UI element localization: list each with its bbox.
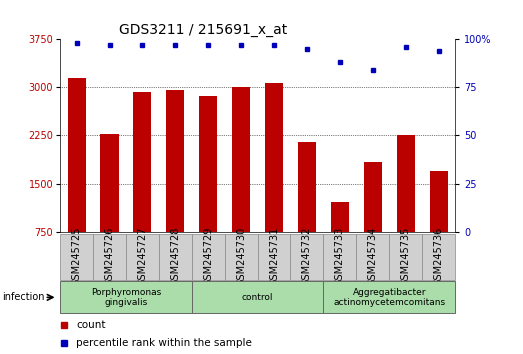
Bar <box>323 281 455 313</box>
Text: count: count <box>76 320 106 330</box>
Text: GSM245733: GSM245733 <box>335 227 345 286</box>
Bar <box>67 78 86 232</box>
Text: GSM245728: GSM245728 <box>170 227 180 286</box>
Text: Aggregatibacter
actinomycetemcomitans: Aggregatibacter actinomycetemcomitans <box>333 288 445 307</box>
Bar <box>232 86 250 232</box>
Bar <box>159 234 192 280</box>
Bar <box>257 234 290 280</box>
Text: GDS3211 / 215691_x_at: GDS3211 / 215691_x_at <box>119 23 288 36</box>
Text: GSM245736: GSM245736 <box>434 227 444 286</box>
Text: GSM245729: GSM245729 <box>203 227 213 286</box>
Bar <box>166 90 185 232</box>
Bar <box>298 142 316 232</box>
Bar <box>331 202 349 232</box>
Bar <box>133 92 152 232</box>
Bar <box>389 234 422 280</box>
Bar <box>199 96 217 232</box>
Bar <box>356 234 389 280</box>
Bar <box>265 83 283 232</box>
Text: GSM245735: GSM245735 <box>401 227 411 286</box>
Bar <box>93 234 126 280</box>
Text: GSM245727: GSM245727 <box>138 227 147 286</box>
Text: GSM245730: GSM245730 <box>236 227 246 286</box>
Bar <box>60 234 93 280</box>
Bar <box>192 281 323 313</box>
Bar <box>225 234 257 280</box>
Bar <box>126 234 159 280</box>
Bar <box>290 234 323 280</box>
Text: control: control <box>242 293 274 302</box>
Bar <box>60 281 192 313</box>
Bar <box>363 162 382 232</box>
Text: GSM245726: GSM245726 <box>105 227 115 286</box>
Text: Porphyromonas
gingivalis: Porphyromonas gingivalis <box>91 288 161 307</box>
Text: GSM245731: GSM245731 <box>269 227 279 286</box>
Bar <box>422 234 455 280</box>
Bar <box>429 171 448 232</box>
Text: GSM245732: GSM245732 <box>302 227 312 286</box>
Text: percentile rank within the sample: percentile rank within the sample <box>76 338 252 348</box>
Text: GSM245734: GSM245734 <box>368 227 378 286</box>
Text: infection: infection <box>3 292 45 302</box>
Bar <box>396 135 415 232</box>
Bar <box>323 234 356 280</box>
Bar <box>192 234 225 280</box>
Bar <box>100 134 119 232</box>
Text: GSM245725: GSM245725 <box>72 227 82 286</box>
